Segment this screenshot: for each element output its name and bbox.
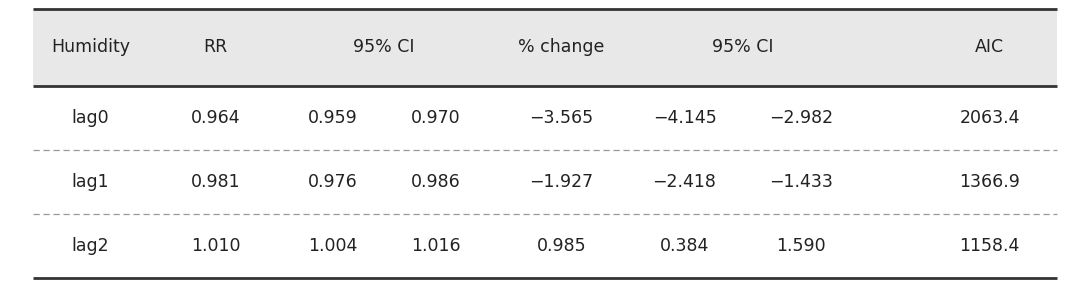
- Text: Humidity: Humidity: [51, 38, 130, 56]
- Text: 2063.4: 2063.4: [959, 109, 1020, 127]
- Text: 1.590: 1.590: [776, 237, 826, 255]
- Text: % change: % change: [518, 38, 605, 56]
- Text: 1.010: 1.010: [191, 237, 241, 255]
- Text: −3.565: −3.565: [530, 109, 593, 127]
- Text: 1158.4: 1158.4: [959, 237, 1020, 255]
- Text: 1.016: 1.016: [411, 237, 461, 255]
- Text: −1.433: −1.433: [770, 173, 833, 191]
- Text: 0.964: 0.964: [191, 109, 241, 127]
- Text: 95% CI: 95% CI: [712, 38, 774, 56]
- Text: 0.384: 0.384: [659, 237, 710, 255]
- Text: RR: RR: [204, 38, 228, 56]
- Text: lag2: lag2: [72, 237, 109, 255]
- Bar: [33, 9, 1057, 86]
- Text: −2.418: −2.418: [653, 173, 716, 191]
- Text: −4.145: −4.145: [653, 109, 716, 127]
- Text: 0.986: 0.986: [411, 173, 461, 191]
- Text: −2.982: −2.982: [770, 109, 833, 127]
- Text: 1366.9: 1366.9: [959, 173, 1020, 191]
- Text: 0.985: 0.985: [536, 237, 586, 255]
- Text: 0.981: 0.981: [191, 173, 241, 191]
- Text: 0.970: 0.970: [411, 109, 461, 127]
- Text: AIC: AIC: [976, 38, 1004, 56]
- Bar: [33, 86, 1057, 278]
- Text: 1.004: 1.004: [307, 237, 358, 255]
- Text: lag0: lag0: [72, 109, 109, 127]
- Text: 0.959: 0.959: [307, 109, 358, 127]
- Text: −1.927: −1.927: [530, 173, 593, 191]
- Text: lag1: lag1: [72, 173, 109, 191]
- Text: 0.976: 0.976: [307, 173, 358, 191]
- Text: 95% CI: 95% CI: [353, 38, 415, 56]
